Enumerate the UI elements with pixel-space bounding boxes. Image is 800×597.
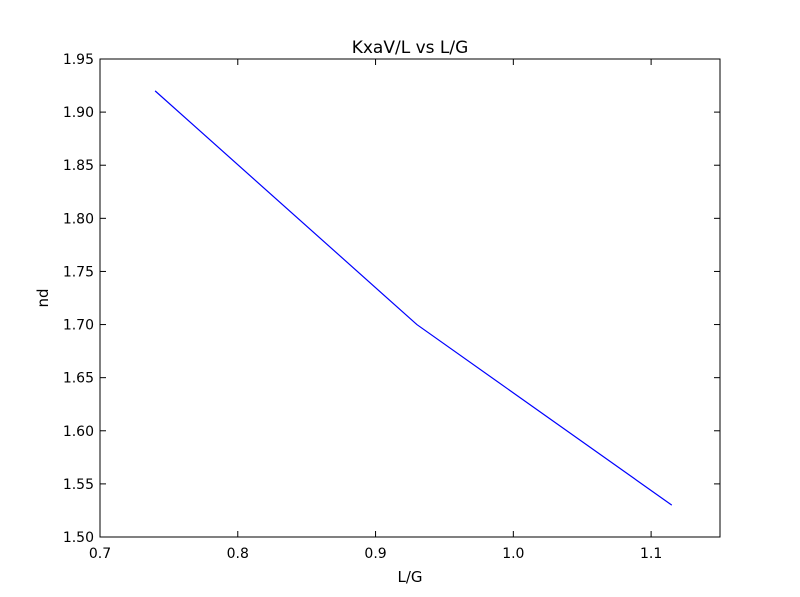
x-tick-label: 1.0	[502, 546, 524, 562]
y-tick-label: 1.55	[63, 477, 94, 493]
plot-area-frame	[99, 58, 721, 538]
x-tick-label: 0.8	[227, 546, 249, 562]
y-tick-label: 1.80	[63, 211, 94, 227]
y-axis-label: nd	[34, 288, 52, 307]
series-line	[154, 90, 673, 506]
y-tick-label: 1.90	[63, 105, 94, 121]
y-tick-label: 1.65	[63, 371, 94, 387]
y-tick-label: 1.70	[63, 318, 94, 334]
y-tick-label: 1.75	[63, 264, 94, 280]
series-layer	[154, 90, 673, 506]
x-tick-label: 0.7	[89, 546, 111, 562]
x-axis-label: L/G	[397, 568, 422, 586]
y-axis: 1.50 1.55 1.60 1.65 1.70 1.75 1.80 1.85 1.90 1.95	[63, 52, 720, 546]
x-tick-label: 1.1	[640, 546, 662, 562]
x-tick-label: 0.9	[364, 546, 386, 562]
x-axis: 0.7 0.8 0.9 1.0 1.1	[89, 59, 662, 562]
y-tick-label: 1.85	[63, 158, 94, 174]
y-tick-label: 1.95	[63, 52, 94, 68]
y-tick-label: 1.50	[63, 530, 94, 546]
chart-title: KxaV/L vs L/G	[352, 38, 469, 58]
y-tick-label: 1.60	[63, 424, 94, 440]
